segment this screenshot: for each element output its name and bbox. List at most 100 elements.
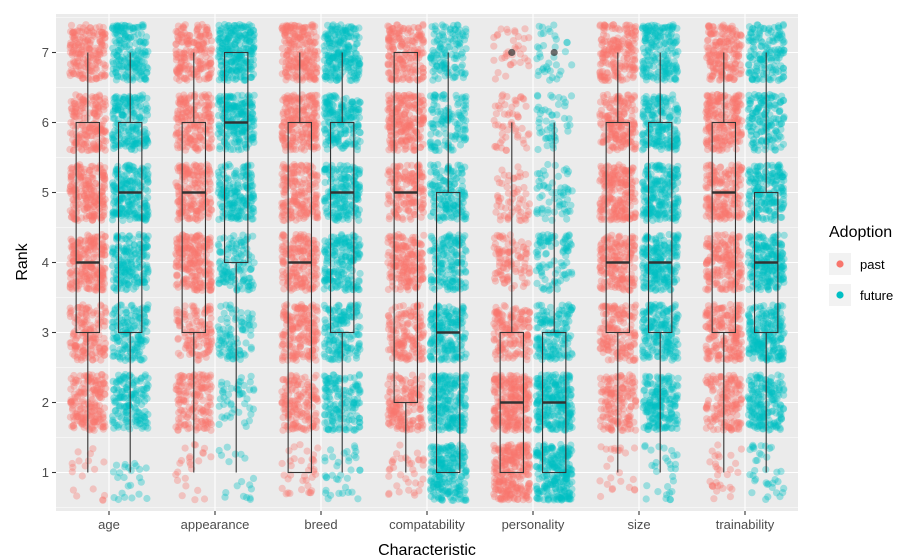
- point-past: [82, 200, 90, 208]
- point-past: [175, 92, 183, 100]
- point-past: [101, 390, 109, 398]
- point-past: [89, 239, 97, 248]
- point-past: [88, 263, 96, 271]
- point-past: [278, 267, 287, 275]
- point-past: [82, 269, 90, 278]
- point-past: [176, 459, 184, 467]
- point-past: [174, 335, 182, 343]
- point-past: [206, 239, 214, 247]
- point-past: [406, 247, 414, 255]
- point-past: [290, 63, 298, 71]
- point-past: [417, 258, 425, 266]
- point-past: [280, 314, 288, 322]
- point-past: [84, 248, 92, 256]
- point-past: [89, 445, 97, 453]
- point-past: [81, 389, 89, 397]
- point-past: [82, 309, 90, 317]
- point-past: [73, 267, 81, 275]
- point-past: [87, 193, 95, 201]
- point-past: [95, 401, 104, 410]
- point-past: [100, 334, 108, 342]
- point-past: [490, 447, 499, 455]
- point-past: [77, 163, 85, 171]
- point-past: [518, 467, 527, 475]
- point-past: [398, 40, 406, 48]
- point-past: [201, 49, 209, 57]
- point-past: [90, 283, 98, 291]
- point-past: [69, 257, 78, 265]
- point-past: [184, 125, 192, 133]
- point-past: [311, 325, 319, 333]
- point-past: [66, 284, 74, 292]
- point-past: [313, 395, 321, 403]
- point-past: [279, 181, 288, 189]
- point-past: [191, 265, 199, 273]
- point-past: [73, 410, 81, 418]
- point-past: [100, 491, 109, 500]
- point-past: [91, 388, 99, 396]
- point-past: [93, 233, 101, 241]
- point-past: [309, 54, 317, 62]
- point-past: [298, 331, 306, 339]
- point-past: [191, 179, 199, 188]
- point-past: [72, 410, 80, 418]
- point-past: [80, 379, 88, 388]
- point-past: [511, 450, 519, 458]
- point-past: [92, 381, 100, 389]
- point-past: [85, 166, 93, 174]
- point-past: [99, 423, 107, 431]
- point-past: [89, 417, 97, 425]
- point-past: [194, 486, 202, 494]
- point-past: [72, 412, 80, 420]
- point-past: [76, 245, 84, 253]
- point-past: [76, 417, 84, 426]
- point-past: [417, 240, 425, 248]
- point-past: [491, 486, 499, 494]
- point-past: [417, 404, 425, 412]
- point-past: [67, 398, 75, 406]
- point-past: [288, 40, 296, 49]
- point-past: [78, 420, 87, 428]
- point-past: [99, 99, 107, 108]
- point-past: [297, 457, 305, 465]
- point-past: [97, 275, 105, 283]
- point-past: [388, 43, 396, 51]
- point-past: [88, 396, 96, 404]
- point-past: [86, 450, 94, 458]
- point-past: [94, 139, 102, 147]
- point-past: [284, 489, 292, 497]
- point-past: [71, 352, 79, 360]
- point-past: [101, 390, 109, 398]
- point-past: [93, 237, 101, 245]
- point-past: [289, 272, 298, 281]
- point-past: [91, 416, 99, 424]
- point-past: [302, 398, 310, 406]
- point-past: [94, 380, 103, 389]
- point-past: [205, 144, 213, 152]
- point-past: [304, 31, 312, 40]
- point-past: [81, 385, 89, 393]
- point-past: [91, 274, 99, 282]
- point-past: [81, 462, 89, 470]
- point-past: [71, 328, 79, 336]
- point-past: [89, 385, 98, 394]
- point-past: [179, 22, 187, 31]
- point-past: [99, 410, 107, 419]
- point-past: [91, 246, 99, 254]
- point-past: [71, 376, 80, 384]
- point-past: [200, 495, 209, 503]
- point-past: [70, 257, 78, 265]
- point-past: [92, 115, 100, 123]
- point-past: [71, 42, 79, 50]
- point-past: [384, 380, 392, 389]
- point-past: [101, 251, 109, 259]
- point-past: [312, 193, 320, 201]
- point-past: [98, 198, 106, 206]
- point-past: [301, 213, 309, 221]
- point-past: [77, 413, 85, 421]
- point-past: [510, 405, 518, 413]
- point-past: [278, 44, 286, 52]
- point-past: [404, 207, 412, 215]
- point-past: [90, 236, 98, 244]
- point-past: [87, 243, 95, 251]
